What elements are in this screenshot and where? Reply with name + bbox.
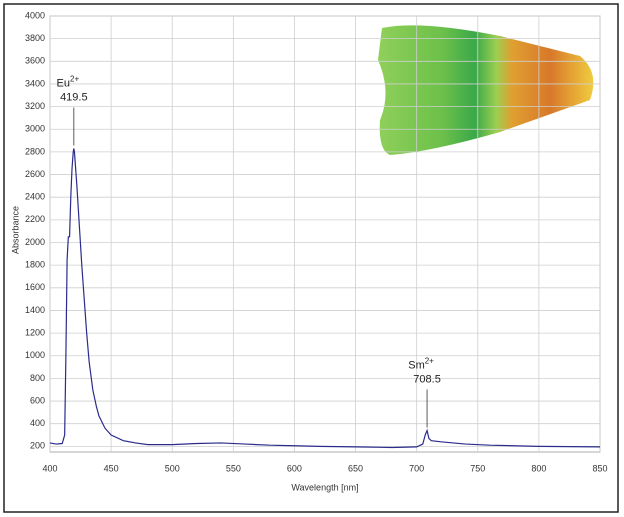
annotation-ion-symbol: Eu <box>57 77 70 89</box>
annotation-value: 419.5 <box>60 91 88 103</box>
y-tick-label: 2600 <box>25 169 45 179</box>
x-tick-label: 850 <box>592 463 607 473</box>
y-tick-label: 3800 <box>25 33 45 43</box>
y-tick-label: 600 <box>30 395 45 405</box>
y-tick-label: 200 <box>30 441 45 451</box>
y-axis-label: Absorbance <box>10 206 20 254</box>
annotation-value: 708.5 <box>413 373 441 385</box>
annotation-ion-charge: 2+ <box>70 75 79 84</box>
x-tick-label: 750 <box>470 463 485 473</box>
spectrum-line <box>49 148 601 449</box>
annotation-ion: Eu2+ <box>57 75 80 90</box>
annotation-ion-symbol: Sm <box>408 359 425 371</box>
x-tick-label: 800 <box>531 463 546 473</box>
y-tick-label: 1000 <box>25 350 45 360</box>
y-tick-label: 400 <box>30 418 45 428</box>
y-tick-label: 3400 <box>25 78 45 88</box>
gem-photo <box>378 25 594 156</box>
y-tick-label: 3200 <box>25 101 45 111</box>
y-tick-label: 3000 <box>25 124 45 134</box>
y-tick-label: 1200 <box>25 327 45 337</box>
x-tick-label: 700 <box>409 463 424 473</box>
y-tick-label: 2200 <box>25 214 45 224</box>
x-tick-label: 600 <box>287 463 302 473</box>
y-tick-label: 2400 <box>25 192 45 202</box>
y-tick-label: 1800 <box>25 260 45 270</box>
y-tick-label: 3600 <box>25 56 45 66</box>
annotation-ion: Sm2+ <box>408 357 434 372</box>
x-axis-label: Wavelength [nm] <box>291 482 358 492</box>
y-tick-label: 2800 <box>25 146 45 156</box>
y-tick-label: 4000 <box>25 10 45 20</box>
y-tick-label: 1600 <box>25 282 45 292</box>
x-tick-label: 400 <box>42 463 57 473</box>
annotation-ion-charge: 2+ <box>425 357 434 366</box>
x-tick-label: 550 <box>226 463 241 473</box>
y-tick-label: 2000 <box>25 237 45 247</box>
x-tick-label: 500 <box>165 463 180 473</box>
x-tick-label: 650 <box>348 463 363 473</box>
y-tick-label: 1400 <box>25 305 45 315</box>
y-tick-label: 800 <box>30 373 45 383</box>
x-tick-label: 450 <box>104 463 119 473</box>
